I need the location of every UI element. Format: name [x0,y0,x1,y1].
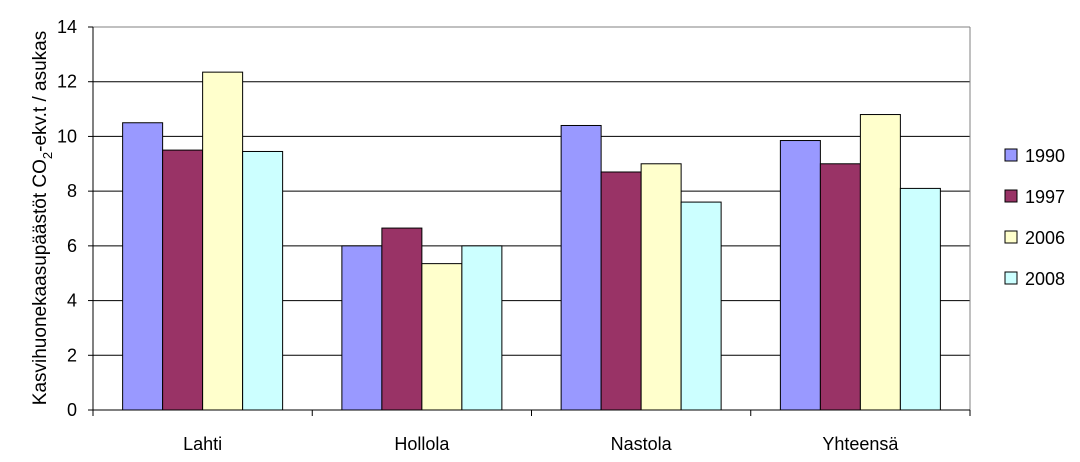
y-tick-label: 2 [67,345,77,365]
bar-1997-Lahti [162,149,204,411]
legend-label-1997: 1997 [1025,187,1065,207]
y-tick-label: 4 [67,291,77,311]
x-tick-label: Yhteensä [822,434,899,454]
legend-swatch-1997 [1004,189,1018,203]
y-axis-title-main: Kasvihuonekaasupäästöt CO [30,159,51,405]
x-tick-labels: Lahti Hollola Nastola Yhteensä [183,434,899,454]
bar-2006-Nastola [640,163,682,411]
y-tick-labels: 0 2 4 6 8 10 12 14 [57,17,77,420]
bar-1990-Nastola [560,124,602,411]
legend-label-2006: 2006 [1025,228,1065,248]
legend-label-1990: 1990 [1025,146,1065,166]
y-tick-label: 12 [57,72,77,92]
bar-2008-Hollola [461,245,503,411]
y-axis-title-subscript: 2 [40,152,55,159]
x-tick-label: Lahti [183,434,222,454]
y-tick-label: 14 [57,17,77,37]
x-tick-label: Nastola [611,434,673,454]
bar-1990-Hollola [341,245,383,411]
legend: 1990 1997 2006 2008 [1004,146,1065,289]
bar-2008-Nastola [680,201,722,411]
bar-1997-Hollola [381,227,423,411]
legend-swatch-1990 [1004,148,1018,162]
legend-label-2008: 2008 [1025,269,1065,289]
y-tick-label: 8 [67,181,77,201]
legend-swatch-2008 [1004,271,1018,285]
bar-1990-Yhteensä [779,140,821,411]
axes [88,26,971,416]
bar-2008-Lahti [242,150,284,411]
legend-swatch-2006 [1004,230,1018,244]
y-tick-label: 0 [67,400,77,420]
x-tick-label: Hollola [394,434,450,454]
y-axis-title-rest: -ekv.t / asukas [30,31,51,152]
y-axis-title: Kasvihuonekaasupäästöt CO2-ekv.t / asuka… [30,31,55,405]
bar-1990-Lahti [122,122,164,411]
y-tick-label: 10 [57,126,77,146]
bar-2008-Yhteensä [899,187,941,411]
bar-2006-Hollola [421,263,463,411]
bar-1997-Yhteensä [819,163,861,411]
bar-2006-Yhteensä [859,114,901,411]
bar-2006-Lahti [202,71,244,411]
bars [122,71,941,411]
bar-1997-Nastola [600,171,642,411]
y-tick-label: 6 [67,236,77,256]
